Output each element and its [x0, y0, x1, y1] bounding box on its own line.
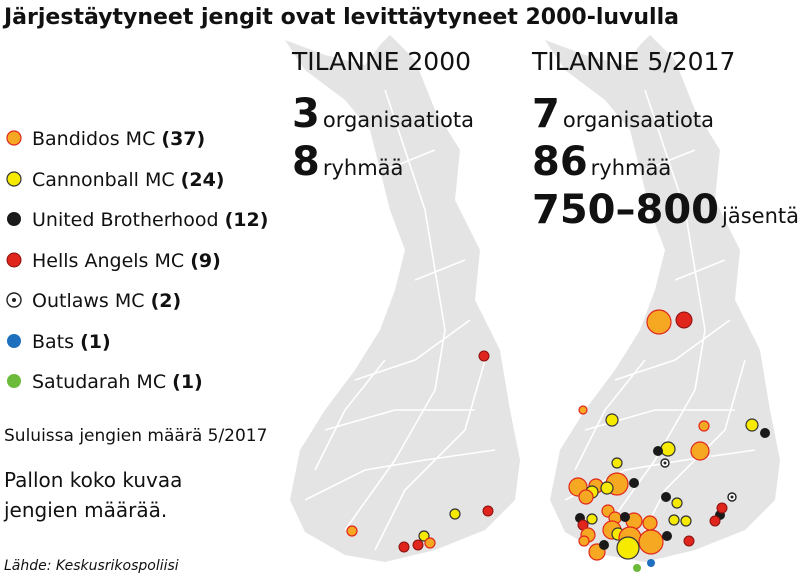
legend-name: Bats [32, 331, 74, 353]
legend-count: (1) [172, 371, 203, 393]
stat: 8 ryhmää [292, 139, 403, 185]
gang-bubble [578, 489, 594, 505]
legend-name: United Brotherhood [32, 209, 219, 231]
stat: 86 ryhmää [532, 139, 671, 185]
gang-bubble [638, 529, 664, 555]
legend-marker [7, 374, 21, 388]
legend-marker [7, 334, 21, 348]
title: Järjestäytyneet jengit ovat levittäytyne… [2, 5, 679, 30]
panel-heading: TILANNE 2000 [291, 47, 471, 76]
gang-bubble [482, 505, 494, 517]
gang-bubble [611, 457, 623, 469]
gang-bubbles [346, 309, 770, 572]
stat-unit: ryhmää [323, 156, 404, 180]
gang-bubble [671, 497, 683, 509]
stat-unit: jäsentä [721, 204, 799, 228]
legend-entry: Satudarah MC (1) [32, 371, 203, 393]
gang-bubble [745, 418, 759, 432]
gang-bubble [578, 535, 590, 547]
gang-bubble [690, 441, 710, 461]
gang-bubble [716, 502, 728, 514]
gang-bubble [683, 535, 695, 547]
stat: 7 organisaatiota [532, 91, 714, 137]
legend-name: Satudarah MC [32, 371, 166, 393]
gang-bubble [653, 446, 663, 456]
gang-bubble [412, 539, 424, 551]
gang-bubble [642, 515, 658, 531]
note: Suluissa jengien määrä 5/2017 [4, 426, 267, 446]
gang-bubble [647, 559, 655, 567]
gang-bubble [646, 309, 672, 335]
legend-marker [7, 212, 21, 226]
gang-bubble [675, 311, 693, 329]
legend-count: (2) [151, 290, 182, 312]
size-note: Pallon koko kuvaa [4, 468, 182, 492]
legend-entry: United Brotherhood (12) [32, 209, 268, 231]
stat-value: 8 [292, 139, 320, 185]
legend-entry: Outlaws MC (2) [32, 290, 181, 312]
stat-value: 750–800 [532, 187, 719, 233]
legend-entry: Bats (1) [32, 331, 111, 353]
gang-bubble [599, 540, 609, 550]
legend-entry: Hells Angels MC (9) [32, 250, 221, 272]
legend [6, 130, 22, 388]
size-note: jengien määrää. [3, 498, 167, 522]
gang-bubble-dot [730, 495, 734, 499]
gang-bubble [346, 525, 358, 537]
stat: 3 organisaatiota [292, 91, 474, 137]
stat: 750–800 jäsentä [532, 187, 799, 233]
gang-bubble [661, 492, 671, 502]
gang-bubble [478, 350, 490, 362]
gang-bubble [578, 405, 588, 415]
gang-bubble [680, 515, 692, 527]
legend-count: (12) [225, 209, 269, 231]
stat-unit: ryhmää [591, 156, 672, 180]
gang-bubble [662, 531, 672, 541]
legend-name: Bandidos MC [32, 128, 155, 150]
stat-value: 3 [292, 91, 320, 137]
stat-value: 7 [532, 91, 560, 137]
source: Lähde: Keskusrikospoliisi [4, 558, 179, 574]
gang-bubble [418, 530, 430, 542]
legend-marker [12, 298, 16, 302]
stat-unit: organisaatiota [563, 108, 714, 132]
legend-count: (24) [181, 169, 225, 191]
gang-bubble [620, 512, 630, 522]
stat-unit: organisaatiota [323, 108, 474, 132]
legend-count: (9) [190, 250, 221, 272]
gang-bubble [586, 513, 598, 525]
gang-bubble [698, 420, 710, 432]
legend-name: Outlaws MC [32, 290, 145, 312]
panel-heading: TILANNE 5/2017 [531, 47, 735, 76]
gang-bubble [760, 428, 770, 438]
legend-marker [6, 171, 22, 187]
legend-marker [6, 252, 22, 268]
gang-bubble [605, 413, 619, 427]
legend-count: (1) [80, 331, 111, 353]
gang-bubble [398, 541, 410, 553]
gang-bubble [424, 537, 436, 549]
gang-bubble [709, 515, 721, 527]
gang-bubble-dot [663, 461, 667, 465]
gang-bubble [633, 564, 641, 572]
gang-bubble [600, 481, 614, 495]
gang-bubble [616, 536, 640, 560]
gang-bubble [668, 514, 680, 526]
gang-bubble [660, 441, 676, 457]
stat-value: 86 [532, 139, 588, 185]
legend-name: Hells Angels MC [32, 250, 184, 272]
gang-bubble [629, 478, 639, 488]
legend-name: Cannonball MC [32, 169, 175, 191]
legend-count: (37) [161, 128, 205, 150]
legend-marker [6, 130, 22, 146]
legend-entry: Bandidos MC (37) [32, 128, 205, 150]
gang-bubble [449, 508, 461, 520]
legend-entry: Cannonball MC (24) [32, 169, 224, 191]
